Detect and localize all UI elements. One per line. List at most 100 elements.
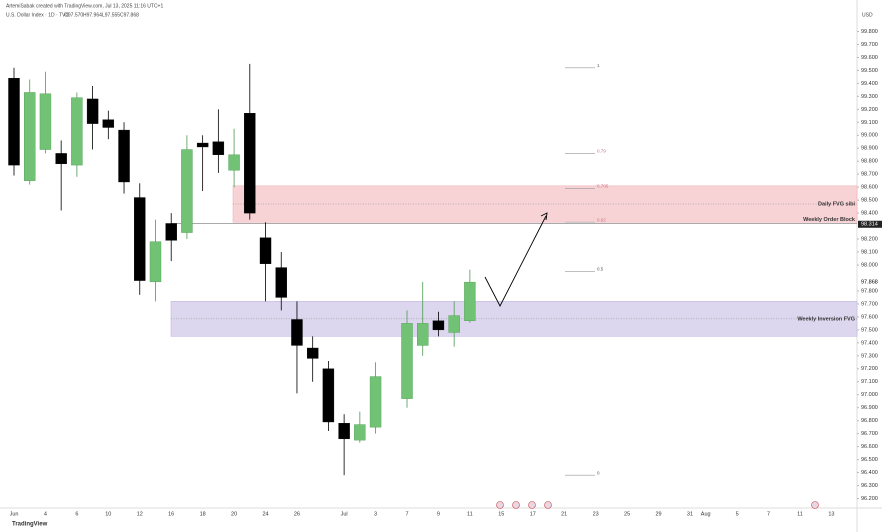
candle-body <box>149 241 162 283</box>
x-tick-label: 6 <box>75 511 78 517</box>
x-tick-label: 21 <box>561 511 567 517</box>
candle-body <box>464 281 476 321</box>
y-tick-label: 98.100 <box>861 249 878 255</box>
event-icons <box>496 501 819 509</box>
y-tick-label: 97.100 <box>861 379 878 385</box>
x-tick-label: 12 <box>137 511 143 517</box>
y-tick-label: 99.700 <box>861 42 878 48</box>
price-tag <box>858 220 882 228</box>
arrow-head <box>540 212 548 221</box>
x-tick-label: 15 <box>498 511 504 517</box>
y-tick-label: 96.600 <box>861 444 878 450</box>
x-tick-label: 24 <box>262 511 268 517</box>
candle-body <box>322 368 335 423</box>
y-tick-label: 97.200 <box>861 366 878 372</box>
y-tick-label: 98.800 <box>861 159 878 165</box>
y-tick-label: 97.600 <box>861 314 878 320</box>
x-tick-label: 25 <box>624 511 630 517</box>
price-tag-label: 97.868 <box>861 280 878 286</box>
y-tick-label: 99.000 <box>861 133 878 139</box>
y-tick-label: 99.100 <box>861 120 878 126</box>
y-tick-label: 99.200 <box>861 107 878 113</box>
projection-arrow <box>484 215 547 307</box>
event-icon[interactable] <box>811 501 819 509</box>
x-tick-label: 7 <box>405 511 408 517</box>
y-tick-label: 97.800 <box>861 288 878 294</box>
candle-body <box>448 315 460 333</box>
candle-body <box>118 129 130 183</box>
x-tick-label: 16 <box>168 511 174 517</box>
event-icon[interactable] <box>544 501 552 509</box>
candle-body <box>244 113 256 214</box>
x-tick-label: 7 <box>767 511 770 517</box>
fib-label: 0.705 <box>597 184 609 189</box>
x-tick-label: 3 <box>374 511 377 517</box>
x-tick-label: 4 <box>44 511 47 517</box>
ohlc-low: L97.555 <box>102 12 120 18</box>
y-tick-label: 96.300 <box>861 483 878 489</box>
y-tick-label: 96.700 <box>861 431 878 437</box>
ohlc-open: O97.570 <box>64 12 83 18</box>
candle-body <box>102 119 115 128</box>
y-tick-label: 96.200 <box>861 496 878 502</box>
candle-body <box>354 424 366 441</box>
fib-label: 0.79 <box>597 149 606 154</box>
fib-label: 0.5 <box>597 267 604 272</box>
event-icon[interactable] <box>528 501 536 509</box>
logo: TradingView <box>12 522 48 528</box>
event-icon[interactable] <box>496 501 504 509</box>
y-tick-label: 98.600 <box>861 185 878 191</box>
fib-label: 0 <box>597 470 600 475</box>
credit: ArtemiSabak created with TradingView.com… <box>6 3 163 9</box>
fib-label: 0.62 <box>597 217 606 222</box>
price-tag <box>858 278 882 286</box>
y-tick-label: 99.800 <box>861 29 878 35</box>
candle-body <box>369 376 382 428</box>
candle-body <box>24 92 36 181</box>
ohlc-high: H97.964 <box>83 12 102 18</box>
x-tick-label: 20 <box>231 511 237 517</box>
x-tick-label: 10 <box>105 511 111 517</box>
x-tick-label: 31 <box>687 511 693 517</box>
y-tick-label: 97.000 <box>861 392 878 398</box>
candle-body <box>165 223 177 241</box>
y-tick-label: 96.400 <box>861 470 878 476</box>
x-tick-label: 23 <box>593 511 599 517</box>
x-tick-label: 13 <box>828 511 834 517</box>
y-tick-label: 97.400 <box>861 340 878 346</box>
candle-body <box>228 154 240 171</box>
fib-label: 1 <box>597 63 600 68</box>
x-tick-label: 26 <box>294 511 300 517</box>
x-tick-label: 11 <box>797 511 803 517</box>
ohlc-close: C97.868 <box>120 12 139 18</box>
candle-body <box>417 323 429 346</box>
y-tick-label: 98.900 <box>861 146 878 152</box>
candle-body <box>212 141 225 155</box>
y-tick-label: 98.000 <box>861 262 878 268</box>
x-tick-label: Aug <box>701 511 711 517</box>
level-label: Weekly Order Block <box>803 217 856 223</box>
y-tick-label: 99.600 <box>861 55 878 61</box>
candle-body <box>306 347 319 359</box>
x-tick-label: 9 <box>437 511 440 517</box>
candle-body <box>275 267 287 298</box>
candle-body <box>259 237 272 264</box>
x-tick-label: 11 <box>467 511 473 517</box>
x-tick-label: 5 <box>736 511 739 517</box>
candle-body <box>432 320 445 331</box>
price-tag-label: 98.314 <box>861 222 878 228</box>
candle-body <box>134 197 146 281</box>
candle-body <box>181 149 193 233</box>
event-icon[interactable] <box>512 501 520 509</box>
y-tick-label: 98.400 <box>861 211 878 217</box>
zone-label: Daily FVG sibi <box>818 201 855 207</box>
x-tick-label: Jun <box>10 511 19 517</box>
candle-body <box>8 77 20 166</box>
y-tick-label: 99.400 <box>861 81 878 87</box>
y-tick-label: 96.900 <box>861 405 878 411</box>
x-tick-label: 18 <box>200 511 206 517</box>
y-tick-label: 97.700 <box>861 301 878 307</box>
candle-body <box>71 97 83 166</box>
